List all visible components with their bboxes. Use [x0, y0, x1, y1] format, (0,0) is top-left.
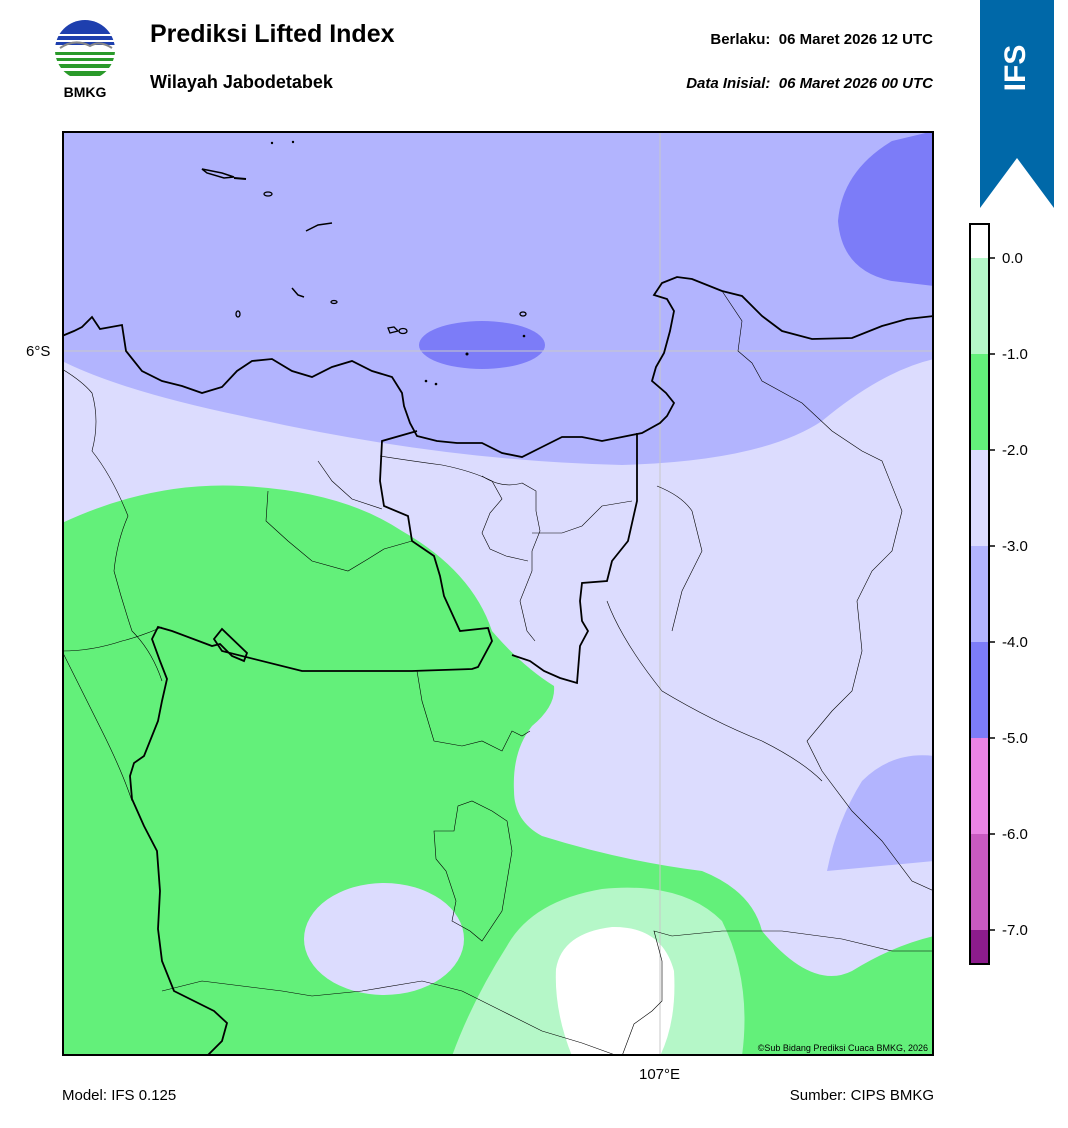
- model-label: Model: IFS 0.125: [62, 1087, 177, 1104]
- lon-label-107e: 107°E: [639, 1066, 681, 1083]
- colorbar-tick-label: -6.0: [1002, 826, 1028, 843]
- island: [263, 191, 273, 197]
- ribbon-text: IFS: [999, 45, 1032, 92]
- colorbar-box: [970, 450, 989, 546]
- valid-time: Berlaku: 06 Maret 2026 12 UTC: [710, 31, 933, 48]
- colorbar-box: [970, 546, 989, 642]
- colorbar-boxes: [970, 224, 989, 964]
- colorbar-tick-label: -3.0: [1002, 538, 1028, 555]
- band-minus4-to-minus5-northeast: [838, 131, 934, 286]
- band-above-0: [555, 926, 675, 1056]
- island: [465, 352, 469, 356]
- province-boundary-east: [511, 433, 638, 685]
- band-minus3-to-minus4-southeast: [827, 755, 934, 871]
- colorbar-box: [970, 224, 989, 258]
- map-frame: [62, 131, 934, 1056]
- colorbar-box: [970, 642, 989, 738]
- init-label: Data Inisial:: [686, 75, 771, 92]
- page-subtitle: Wilayah Jabodetabek: [150, 72, 333, 92]
- init-time: Data Inisial: 06 Maret 2026 00 UTC: [686, 75, 933, 92]
- source-label: Sumber: CIPS BMKG: [789, 1087, 934, 1104]
- colorbar-box: [970, 930, 989, 964]
- island: [424, 379, 428, 383]
- island: [330, 299, 338, 305]
- valid-value: 06 Maret 2026 12 UTC: [778, 31, 933, 48]
- island: [519, 311, 527, 317]
- coastline: [62, 276, 934, 458]
- island: [434, 382, 438, 386]
- colorbar-tick-label: -4.0: [1002, 634, 1028, 651]
- colorbar-frame: [969, 223, 990, 965]
- ribbon-shape: [980, 0, 1054, 208]
- colorbar-tick-label: -1.0: [1002, 346, 1028, 363]
- band-minus4-to-minus5-north: [419, 321, 545, 369]
- island: [291, 140, 295, 144]
- band-minus1-to-minus2: [62, 485, 934, 1056]
- band-minus2-to-minus3-south-oval: [304, 883, 464, 995]
- lat-label-6s: 6°S: [26, 343, 51, 360]
- island: [291, 287, 305, 298]
- lifted-index-map: ©Sub Bidang Prediksi Cuaca BMKG, 2026: [62, 131, 934, 1056]
- colorbar-tick-label: -2.0: [1002, 442, 1028, 459]
- page-title: Prediksi Lifted Index: [150, 20, 395, 48]
- district-boundaries: [62, 290, 934, 1056]
- province-boundary-west: [129, 430, 493, 1056]
- colorbar-box: [970, 834, 989, 930]
- island: [398, 327, 408, 335]
- init-value: 06 Maret 2026 00 UTC: [778, 75, 933, 92]
- island: [387, 326, 400, 334]
- bmkg-logo: BMKG: [50, 18, 120, 102]
- colorbar-tick-label: -7.0: [1002, 922, 1028, 939]
- bmkg-logo-icon: [55, 20, 115, 80]
- copyright-text: ©Sub Bidang Prediksi Cuaca BMKG, 2026: [758, 1043, 928, 1053]
- island: [305, 222, 333, 232]
- colorbar-box: [970, 258, 989, 354]
- colorbar-legend: 0.0 -1.0 -2.0 -3.0 -4.0 -5.0 -6.0 -7.0: [969, 223, 1028, 965]
- island: [522, 334, 526, 338]
- logo-text: BMKG: [63, 84, 107, 100]
- colorbar-box: [970, 354, 989, 450]
- valid-label: Berlaku:: [710, 31, 771, 48]
- island: [235, 310, 241, 318]
- colorbar-tick-label: 0.0: [1002, 250, 1023, 267]
- island: [270, 141, 274, 145]
- model-ribbon: IFS: [980, 0, 1054, 208]
- colorbar-tick-label: -5.0: [1002, 730, 1028, 747]
- colorbar-ticks: 0.0 -1.0 -2.0 -3.0 -4.0 -5.0 -6.0 -7.0: [989, 250, 1028, 939]
- island: [201, 168, 235, 179]
- island: [233, 177, 247, 180]
- colorbar-box: [970, 738, 989, 834]
